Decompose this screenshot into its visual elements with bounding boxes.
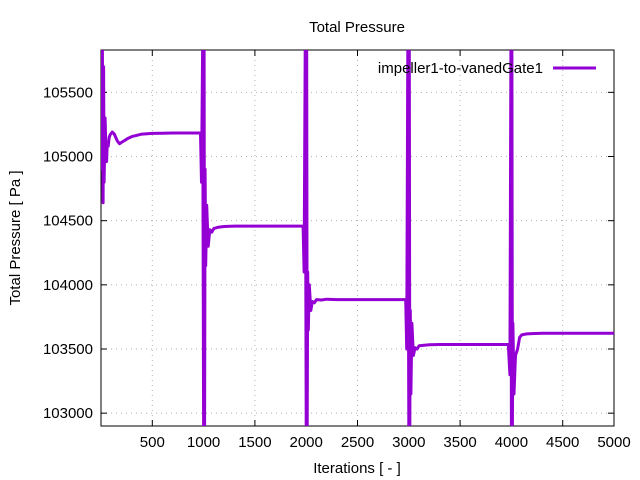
plot-frame bbox=[100, 49, 615, 427]
y-tick-label: 104000 bbox=[43, 277, 93, 294]
x-tick-label: 3000 bbox=[392, 434, 425, 451]
legend: impeller1-to-vanedGate1 bbox=[378, 60, 596, 77]
legend-label: impeller1-to-vanedGate1 bbox=[378, 60, 543, 77]
y-tick-label: 105500 bbox=[43, 84, 93, 101]
x-axis-label: Iterations [ - ] bbox=[313, 460, 401, 477]
y-tick-label: 103500 bbox=[43, 341, 93, 358]
y-axis-ticks: 103000 103500 104000 104500 105000 105500 bbox=[43, 84, 614, 422]
x-tick-label: 2500 bbox=[341, 434, 374, 451]
series-line-0 bbox=[101, 50, 614, 426]
y-axis-label: Total Pressure [ Pa ] bbox=[7, 170, 24, 305]
x-tick-label: 4500 bbox=[546, 434, 579, 451]
series-layer bbox=[101, 50, 614, 426]
chart-title: Total Pressure bbox=[309, 19, 405, 36]
x-axis-ticks: 500 1000 1500 2000 2500 3000 3500 4000 4500 5000 bbox=[140, 50, 631, 451]
y-tick-label: 103000 bbox=[43, 405, 93, 422]
y-tick-label: 105000 bbox=[43, 149, 93, 166]
x-tick-label: 1000 bbox=[187, 434, 220, 451]
grid-lines bbox=[101, 50, 614, 426]
x-tick-label: 5000 bbox=[597, 434, 630, 451]
x-tick-label: 2000 bbox=[290, 434, 323, 451]
x-tick-label: 3500 bbox=[443, 434, 476, 451]
y-tick-label: 104500 bbox=[43, 213, 93, 230]
x-tick-label: 500 bbox=[140, 434, 165, 451]
x-tick-label: 4000 bbox=[495, 434, 528, 451]
x-tick-label: 1500 bbox=[238, 434, 271, 451]
